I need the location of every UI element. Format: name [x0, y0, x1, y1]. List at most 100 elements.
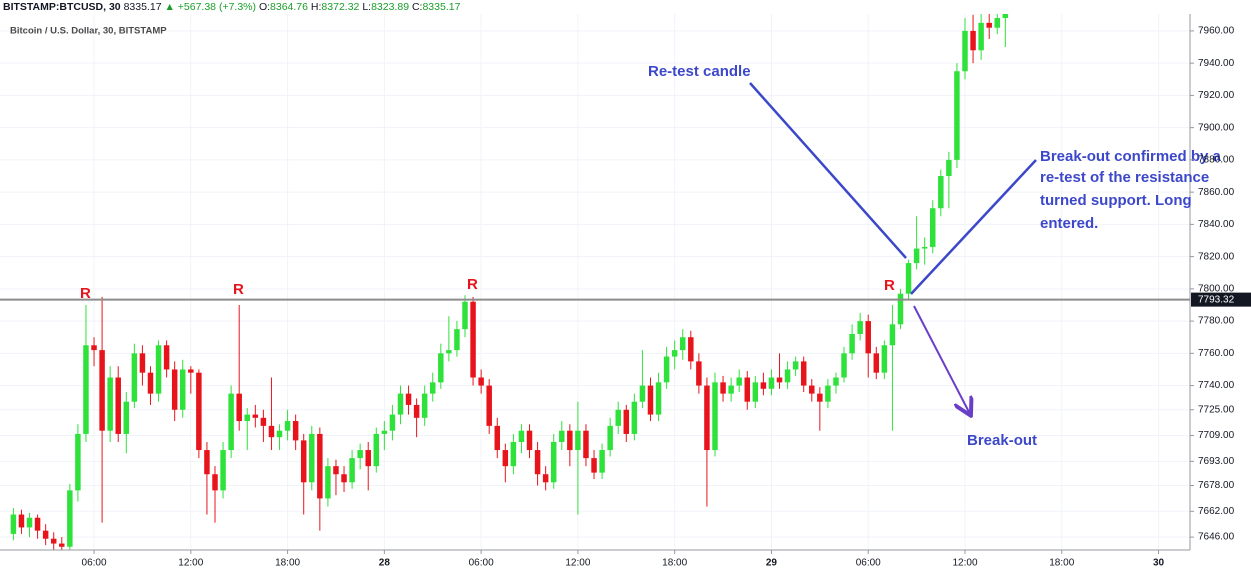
h-label: H: [310, 1, 322, 13]
candle-body [107, 377, 113, 431]
candle-body [438, 353, 444, 383]
h-value: 8372.32 [321, 1, 360, 13]
candle-body [405, 393, 412, 405]
candle-body [462, 301, 468, 330]
candle-body [728, 385, 734, 394]
candle-body [42, 530, 49, 539]
candle-body [881, 345, 888, 373]
candle-body [50, 538, 57, 544]
candle-body [1002, 14, 1009, 19]
y-tick-label: 7920.00 [1198, 90, 1235, 101]
candle-body [712, 382, 718, 451]
candle-body [75, 433, 81, 491]
candle-body [196, 372, 202, 451]
retest-label: Re-test candle [648, 63, 751, 80]
candle-body [688, 337, 694, 362]
y-tick-label: 7678.00 [1198, 480, 1235, 491]
candle-body [349, 458, 355, 483]
candle-body [131, 353, 138, 402]
y-tick-label: 7662.00 [1198, 506, 1235, 517]
y-tick-label: 7780.00 [1198, 316, 1235, 327]
change: ▲ +567.38 (+7.3%) [164, 1, 257, 13]
candle-body [800, 361, 807, 386]
candle-body [583, 430, 589, 459]
candle-body [115, 377, 121, 434]
candle-body [913, 248, 920, 264]
candle-body [841, 353, 847, 378]
candle-body [550, 441, 557, 483]
y-tick-label: 7900.00 [1198, 122, 1235, 133]
x-tick-label: 12:00 [178, 558, 203, 569]
resistance-tag [1191, 292, 1251, 307]
candle-body [155, 345, 162, 394]
candle-body [784, 369, 791, 383]
candle-body [897, 293, 904, 325]
candle-body [978, 22, 984, 51]
candle-body [720, 382, 726, 394]
candle-body [760, 382, 767, 389]
candle-body [970, 30, 976, 51]
candle-body [768, 377, 775, 389]
y-tick-label: 7800.00 [1198, 283, 1235, 294]
candle-body [204, 450, 210, 475]
candle-body [930, 208, 936, 247]
candle-body [486, 385, 492, 426]
candle-body [704, 385, 710, 451]
x-tick-label: 18:00 [275, 558, 300, 569]
candle-body [857, 321, 863, 334]
candle-body [139, 353, 146, 373]
confirm-line: entered. [1040, 215, 1098, 232]
candle-body [244, 414, 250, 422]
candle-body [921, 246, 928, 249]
candle-body [567, 430, 573, 451]
candle-body [559, 430, 565, 442]
candle-body [123, 401, 130, 434]
candle-body [599, 450, 605, 473]
x-tick-label: 06:00 [469, 558, 494, 569]
retest-pointer [749, 82, 907, 259]
candle-body [276, 430, 283, 438]
candle-body [260, 417, 267, 426]
resistance-label: 7793.32 [1198, 294, 1235, 305]
o-label: O: [258, 1, 271, 13]
l-label: L: [362, 1, 372, 13]
candle-body [333, 466, 339, 475]
candle-body [147, 372, 154, 394]
candle-body [83, 345, 89, 434]
candle-body [59, 543, 65, 547]
candle-body [454, 329, 460, 351]
x-tick-label: 12:00 [952, 558, 977, 569]
candle-body [478, 377, 484, 386]
candle-body [325, 466, 331, 499]
y-tick-label: 7646.00 [1198, 532, 1235, 543]
candle-body [849, 333, 855, 354]
candle-body [696, 361, 702, 386]
candle-body [809, 385, 815, 394]
candle-body [341, 474, 347, 483]
candle-body [413, 404, 420, 418]
candle-body [744, 377, 750, 402]
candle-body [663, 356, 670, 383]
candle-body [946, 159, 952, 177]
candle-body [752, 382, 759, 402]
symbol: BITSTAMP:BTCUSD, 30 [3, 1, 121, 13]
candle-body [776, 377, 783, 383]
candles [10, 14, 1009, 550]
y-tick-label: 7880.00 [1198, 155, 1235, 166]
c-value: 8335.17 [422, 1, 461, 13]
x-tick-label: 12:00 [565, 558, 590, 569]
y-tick-label: 7740.00 [1198, 380, 1235, 391]
candle-body [300, 440, 307, 483]
candle-body [986, 22, 992, 28]
x-tick-label: 29 [766, 558, 778, 569]
x-tick-label: 06:00 [82, 558, 107, 569]
candle-body [889, 324, 896, 346]
breakout-arrow [913, 305, 970, 414]
candle-body [817, 393, 823, 402]
candle-body [446, 350, 452, 354]
candle-body [373, 433, 380, 467]
candle-body [292, 421, 299, 441]
y-tick-label: 7820.00 [1198, 251, 1235, 262]
candle-body [34, 517, 41, 531]
